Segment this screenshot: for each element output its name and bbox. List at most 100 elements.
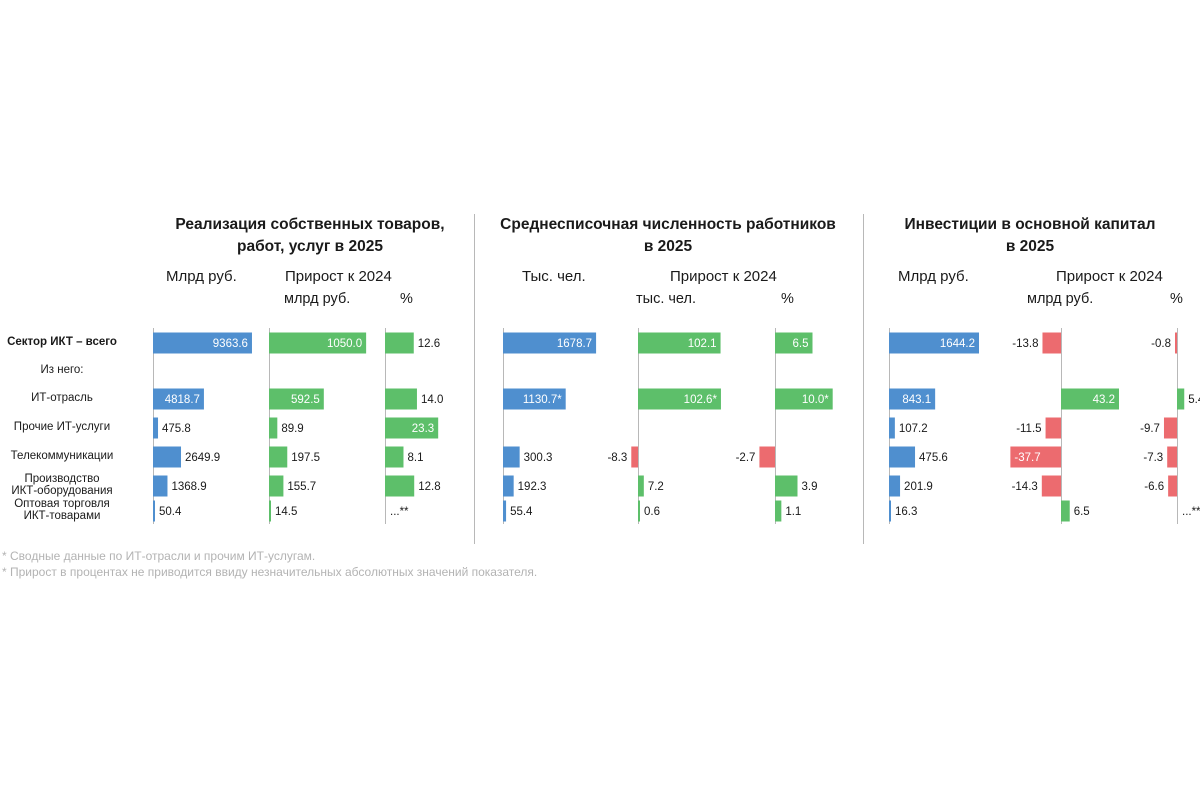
bar (638, 500, 640, 522)
data-label: 23.3 (412, 423, 434, 435)
data-label: 1678.7 (557, 338, 592, 350)
row-label-line: ИКТ-товарами (23, 510, 101, 522)
bar (1167, 446, 1177, 468)
panel-3-unit-abs: млрд руб. (1027, 291, 1094, 307)
bar (1175, 332, 1177, 354)
data-label: 300.3 (524, 452, 553, 464)
data-label: 43.2 (1093, 394, 1115, 406)
data-label: 843.1 (902, 394, 931, 406)
data-label: 10.0* (802, 394, 829, 406)
bar (889, 475, 901, 497)
bar (503, 475, 514, 497)
bar (775, 388, 833, 410)
data-label: 4818.7 (165, 394, 200, 406)
bar (775, 500, 782, 522)
panel-1-title-line2: работ, услуг в 2025 (237, 238, 383, 255)
bar (1042, 332, 1061, 354)
data-label: 0.6 (644, 506, 660, 518)
data-label: 1644.2 (940, 338, 975, 350)
data-label: 55.4 (510, 506, 533, 518)
panel-2-unit-abs: тыс. чел. (636, 291, 696, 307)
bar (759, 446, 775, 468)
data-label: 7.2 (648, 481, 664, 493)
bar (503, 446, 520, 468)
bar (153, 500, 155, 522)
row-label-other-it: Прочие ИТ-услуги (0, 421, 132, 433)
bar (889, 417, 895, 439)
panel-separator-2 (863, 214, 864, 544)
bar (1041, 475, 1061, 497)
bar (1177, 388, 1185, 410)
bar (503, 332, 597, 354)
data-label: 2649.9 (185, 452, 220, 464)
panel-1-unit-abs: млрд руб. (284, 291, 351, 307)
bar (1045, 417, 1061, 439)
panel-3-title-line2: в 2025 (1005, 238, 1055, 255)
panel-3-growth-header: Прирост к 2024 (1056, 268, 1163, 285)
data-label: 1368.9 (171, 481, 206, 493)
data-label: 12.6 (418, 338, 440, 350)
panel-1-title: Реализация собственных товаров, работ, у… (160, 214, 460, 258)
data-label: ...** (390, 506, 409, 518)
row-label-line: Из него: (40, 364, 84, 376)
bar (631, 446, 638, 468)
panel-3-title: Инвестиции в основной капитал в 2025 (880, 214, 1180, 258)
bar (503, 500, 507, 522)
bar (153, 388, 204, 410)
row-label-line: Прочие ИТ-услуги (13, 421, 111, 433)
data-label: 1050.0 (327, 338, 362, 350)
row-label-line: Телекоммуникации (10, 450, 114, 462)
bar (269, 475, 284, 497)
data-label: 16.3 (895, 506, 917, 518)
bar (889, 500, 891, 522)
data-label: -13.8 (1012, 338, 1038, 350)
bar (269, 388, 324, 410)
bar (153, 332, 252, 354)
bar (1061, 388, 1120, 410)
data-label: -6.6 (1144, 481, 1164, 493)
data-label: 155.7 (287, 481, 316, 493)
panel-3-unit-pct: % (1170, 291, 1183, 307)
data-label: 102.6* (684, 394, 718, 406)
data-label: 475.8 (162, 423, 191, 435)
panel-3-unit-main: Млрд руб. (898, 268, 969, 285)
data-label: 592.5 (291, 394, 320, 406)
data-label: -8.3 (607, 452, 627, 464)
panel-1-unit-main: Млрд руб. (166, 268, 237, 285)
panel-1-unit-pct: % (400, 291, 413, 307)
data-label: -7.3 (1143, 452, 1163, 464)
bar (1010, 446, 1061, 468)
bar (889, 388, 936, 410)
bar (889, 446, 916, 468)
panel-2-title-line1: Среднесписочная численность работников (500, 216, 836, 233)
row-label-total: Сектор ИКТ – всего (0, 336, 132, 348)
bar (385, 475, 415, 497)
bar (1163, 417, 1177, 439)
data-label: 5.4 (1188, 394, 1200, 406)
data-label: 89.9 (281, 423, 303, 435)
data-label: 9363.6 (213, 338, 248, 350)
data-label: 14.5 (275, 506, 297, 518)
bar (775, 475, 798, 497)
row-label-line: ИТ-отрасль (31, 392, 93, 404)
panel-2-title: Среднесписочная численность работников в… (488, 214, 848, 258)
bar (385, 446, 404, 468)
bar (153, 475, 168, 497)
bar (889, 332, 980, 354)
data-label: -0.8 (1151, 338, 1171, 350)
bar (775, 332, 813, 354)
data-label: -14.3 (1012, 481, 1038, 493)
row-label-of-which: Из него: (0, 364, 132, 376)
data-label: 1.1 (785, 506, 801, 518)
data-label: 3.9 (801, 481, 817, 493)
bar (638, 475, 644, 497)
panel-2-growth-header: Прирост к 2024 (670, 268, 777, 285)
bar (269, 417, 278, 439)
data-label: 6.5 (792, 338, 808, 350)
bar (1168, 475, 1177, 497)
panel-2-unit-pct: % (781, 291, 794, 307)
data-label: 12.8 (418, 481, 440, 493)
row-label-it-industry: ИТ-отрасль (0, 392, 132, 404)
data-label: 475.6 (919, 452, 948, 464)
